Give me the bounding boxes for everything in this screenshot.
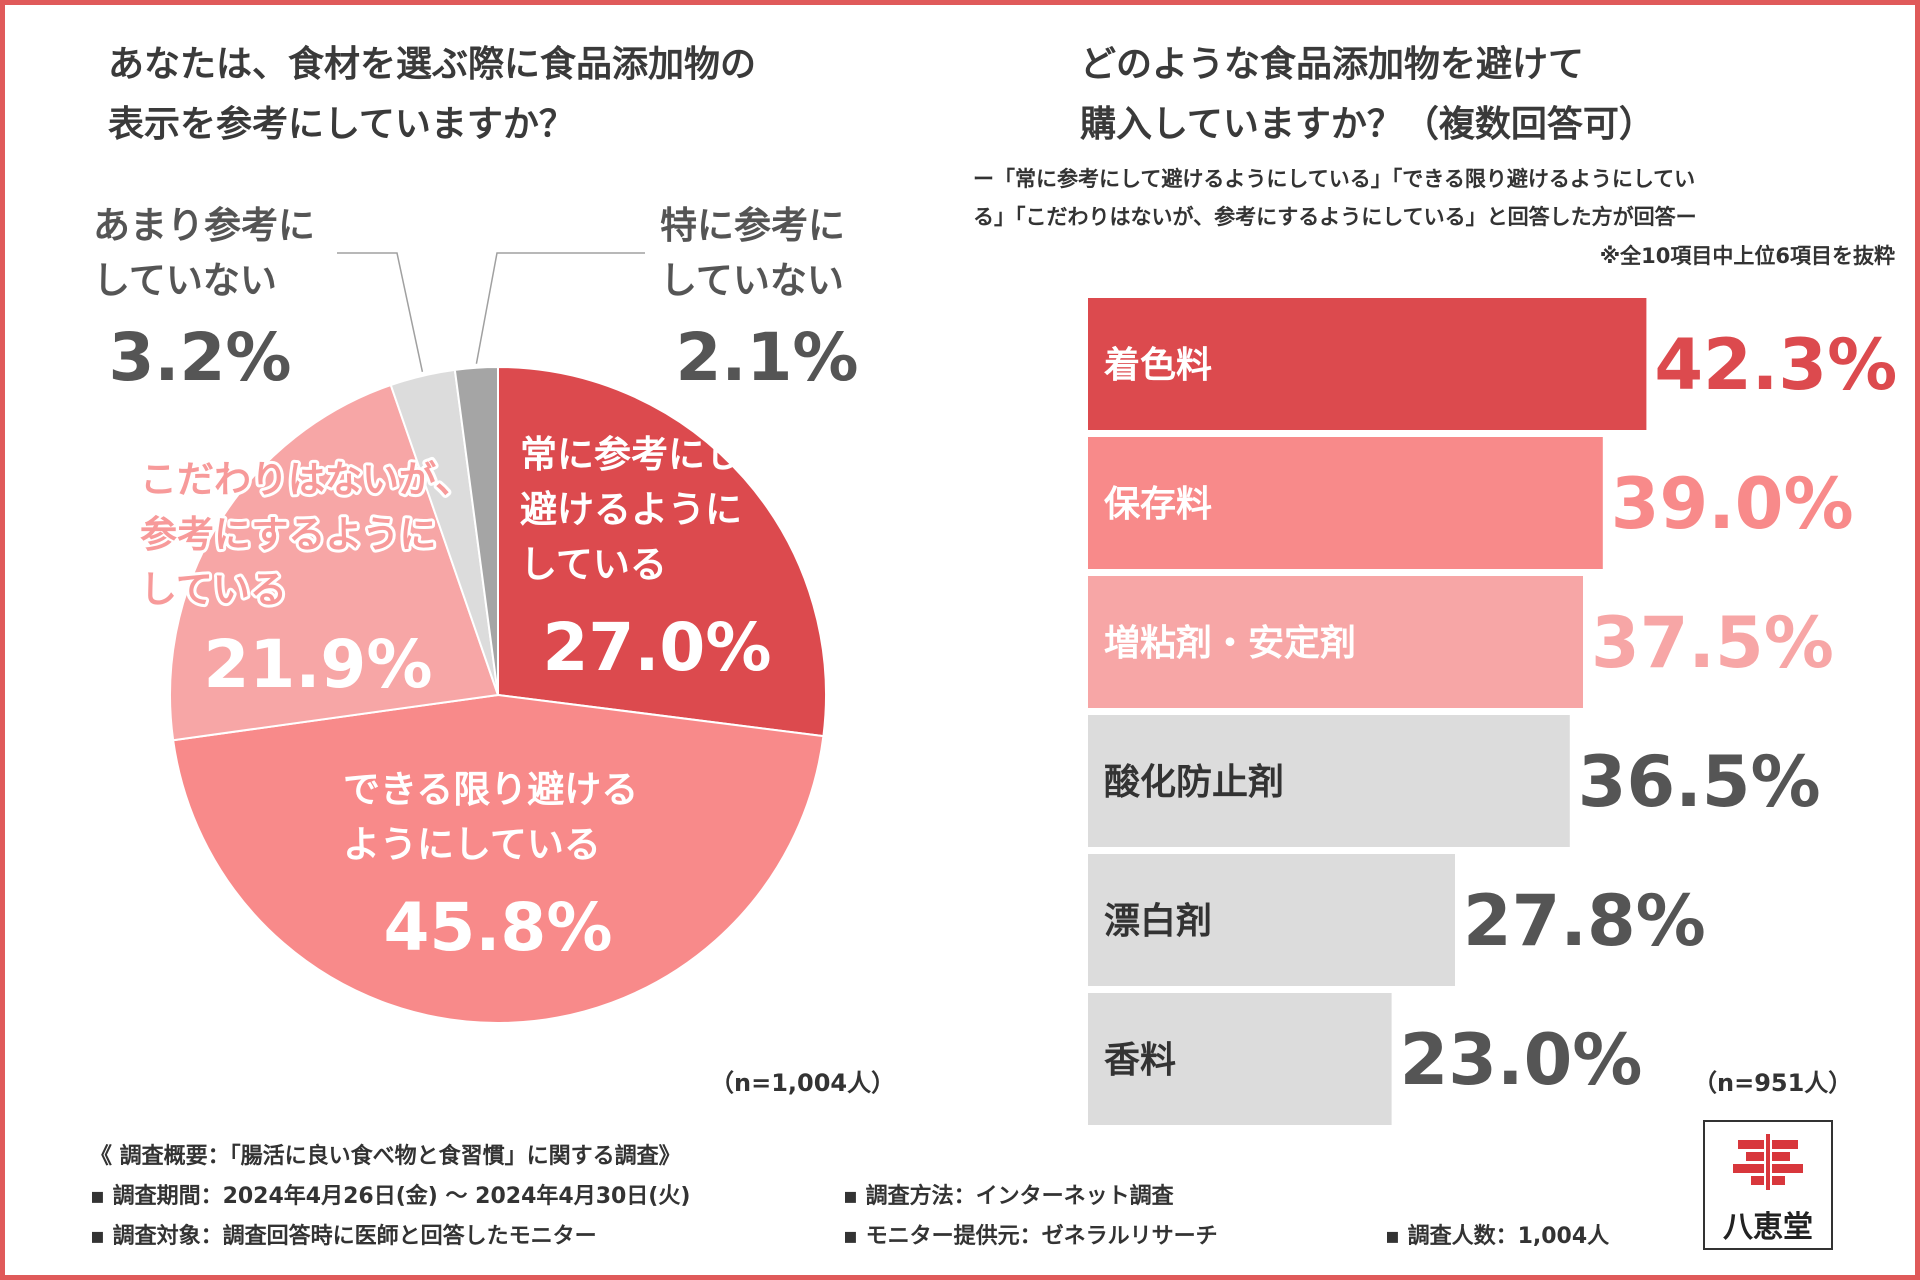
pie-label-1-line-1: 常に参考にして	[520, 433, 778, 476]
bar-label-1: 着色料	[1104, 345, 1212, 386]
charts-canvas: 常に参考にして避けるようにしている27.0%できる限り避けるようにしている45.…	[93, 204, 1897, 1125]
pie-label-3-line-2: 参考にするように	[140, 513, 436, 556]
pie-label-5-line-2: していない	[660, 259, 844, 302]
bar-6	[1088, 993, 1392, 1125]
survey-period: ▪ 調査期間：2024年4月26日(金) 〜 2024年4月30日(火)	[90, 1184, 691, 1209]
brand-logo-text: 八恵堂	[1723, 1210, 1813, 1245]
bar-value-4: 36.5%	[1578, 741, 1821, 823]
bar-title-line-2: 購入していますか？（複数回答可）	[1080, 104, 1655, 145]
pie-value-2: 45.8%	[384, 889, 613, 966]
pie-slice-1	[497, 365, 827, 738]
bar-label-6: 香料	[1104, 1040, 1176, 1081]
pie-slice-2	[172, 693, 825, 1024]
survey-target: ▪ 調査対象：調査回答時に医師と回答したモニター	[90, 1224, 597, 1249]
logo-emblem-icon	[1733, 1132, 1803, 1192]
survey-method: ▪ 調査方法：インターネット調査	[843, 1184, 1174, 1209]
pie-label-4-line-2: していない	[93, 259, 277, 302]
bar-label-3: 増粘剤・安定剤	[1104, 623, 1356, 664]
bar-label-2: 保存料	[1104, 484, 1212, 525]
bar-value-1: 42.3%	[1654, 324, 1897, 406]
pie-value-5: 2.1%	[675, 319, 858, 396]
bar-chart: 着色料 42.3% 保存料 39.0% 増粘剤・安定剤 37.5% 酸化防止剤 36.5% 漂白…	[1088, 298, 1897, 1125]
bar-title-line-1: どのような食品添加物を避けて	[1080, 44, 1585, 85]
pie-chart: 常に参考にして避けるようにしている27.0%できる限り避けるようにしている45.…	[93, 204, 859, 1024]
bar-value-2: 39.0%	[1611, 463, 1854, 545]
pie-label-1-line-2: 避けるように	[520, 488, 742, 531]
pie-label-3-line-1: こだわりはないが、	[140, 458, 472, 501]
bar-sample-size: （n=951人）	[1693, 1069, 1853, 1097]
pie-label-5-line-1: 特に参考に	[660, 204, 845, 247]
pie-label-3-line-3: している	[140, 568, 287, 611]
bar-chart-subtitle: ー「常に参考にして避けるようにしている」「できる限り避けるようにしてい る」「こ…	[973, 160, 1697, 236]
pie-sample-size: （n=1,004人）	[710, 1069, 896, 1097]
bar-2	[1088, 437, 1603, 569]
survey-count: ▪ 調査人数：1,004人	[1385, 1224, 1610, 1249]
pie-title-line-2: 表示を参考にしていますか？	[108, 104, 575, 145]
pie-leader-line-5	[475, 252, 645, 364]
bar-3	[1088, 576, 1583, 708]
pie-label-2-line-1: できる限り避ける	[343, 768, 638, 811]
pie-value-4: 3.2%	[108, 319, 291, 396]
bar-chart-note: ※全10項目中上位6項目を抜粋	[1599, 244, 1895, 268]
pie-label-1-line-3: している	[520, 543, 667, 586]
bar-4	[1088, 715, 1570, 847]
brand-logo: 八恵堂	[1703, 1120, 1833, 1250]
pie-slice-5	[453, 365, 499, 696]
bar-1	[1088, 298, 1647, 430]
pie-slice-3	[169, 383, 500, 742]
pie-chart-title: あなたは、食材を選ぶ際に食品添加物の 表示を参考にしていますか？	[108, 35, 756, 155]
pie-value-3: 21.9%	[204, 626, 433, 703]
pie-label-2-line-2: ようにしている	[343, 823, 601, 866]
pie-label-4-line-1: あまり参考に	[93, 204, 315, 247]
pie-leader-line-4	[337, 252, 424, 372]
pie-value-1: 27.0%	[543, 609, 772, 686]
bar-chart-title: どのような食品添加物を避けて 購入していますか？（複数回答可）	[1080, 35, 1655, 155]
survey-provider: ▪ モニター提供元：ゼネラルリサーチ	[843, 1224, 1218, 1249]
bar-value-5: 27.8%	[1463, 880, 1706, 962]
bar-5	[1088, 854, 1455, 986]
survey-title: 《 調査概要：「腸活に良い食べ物と食習慣」に関する調査》	[90, 1144, 681, 1169]
pie-title-line-1: あなたは、食材を選ぶ際に食品添加物の	[108, 44, 757, 85]
bar-value-3: 37.5%	[1591, 602, 1834, 684]
bar-label-5: 漂白剤	[1104, 901, 1212, 942]
bar-subtitle-line-2: る」「こだわりはないが、参考にするようにしている」と回答した方が回答ー	[973, 205, 1697, 229]
bar-value-6: 23.0%	[1400, 1019, 1643, 1101]
bar-subtitle-line-1: ー「常に参考にして避けるようにしている」「できる限り避けるようにしてい	[973, 167, 1696, 191]
bar-label-4: 酸化防止剤	[1104, 762, 1284, 803]
